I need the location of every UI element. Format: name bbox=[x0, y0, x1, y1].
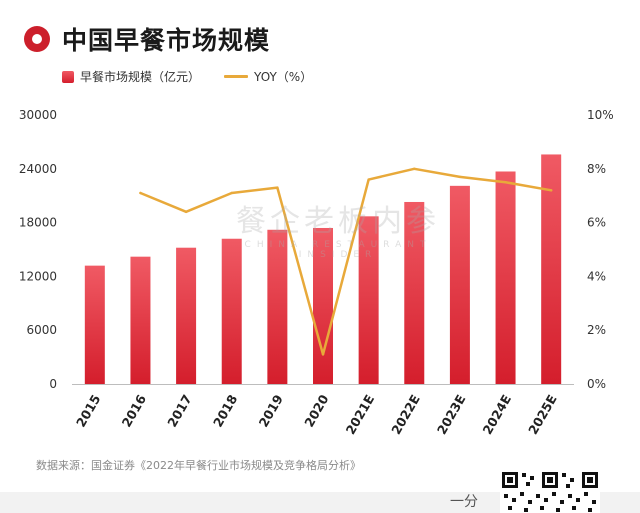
footer-bar: 一分 bbox=[0, 492, 640, 513]
y-left-tick-label: 6000 bbox=[26, 323, 57, 337]
y-right-tick-label: 2% bbox=[587, 323, 606, 337]
x-tick-label: 2018 bbox=[210, 392, 240, 430]
yoy-point bbox=[276, 186, 279, 189]
yoy-point bbox=[321, 353, 325, 356]
x-tick-label: 2021E bbox=[343, 392, 378, 437]
yoy-point bbox=[504, 181, 507, 184]
bar-2023E bbox=[449, 185, 470, 384]
bar-2019 bbox=[267, 229, 288, 384]
qr-code-icon bbox=[500, 470, 600, 513]
bar-2017 bbox=[176, 247, 197, 384]
yoy-point bbox=[413, 167, 416, 170]
y-right-tick-label: 8% bbox=[587, 162, 606, 176]
yoy-point bbox=[458, 175, 462, 179]
source-note: 数据来源：国金证券《2022年早餐行业市场规模及竞争格局分析》 bbox=[36, 459, 361, 472]
y-left-tick-label: 24000 bbox=[19, 162, 57, 176]
x-tick-label: 2019 bbox=[256, 392, 286, 430]
legend-item-bar: 早餐市场规模（亿元） bbox=[62, 68, 200, 85]
x-tick-label: 2015 bbox=[73, 392, 103, 430]
y-left-tick-label: 12000 bbox=[19, 269, 57, 283]
x-tick-label: 2023E bbox=[434, 392, 469, 437]
bar-2025E bbox=[541, 154, 562, 384]
x-tick-label: 2020 bbox=[301, 392, 332, 430]
y-left-tick-label: 0 bbox=[49, 377, 57, 391]
bar-2024E bbox=[495, 171, 516, 384]
x-tick-label: 2022E bbox=[388, 392, 423, 437]
bar-2020 bbox=[313, 227, 333, 384]
y-right-tick-label: 4% bbox=[587, 269, 606, 283]
x-tick-label: 2017 bbox=[164, 392, 194, 430]
legend-item-line: YOY（%） bbox=[224, 68, 312, 85]
x-tick-label: 2016 bbox=[119, 392, 150, 430]
y-left-tick-label: 18000 bbox=[19, 216, 57, 230]
bar-2021E bbox=[358, 216, 379, 384]
x-tick-label: 2024E bbox=[479, 392, 514, 437]
yoy-point bbox=[230, 191, 233, 195]
chart-header: 中国早餐市场规模 bbox=[24, 22, 270, 56]
x-tick-label: 2025E bbox=[525, 392, 560, 437]
yoy-point bbox=[367, 178, 370, 181]
legend-line-label: YOY（%） bbox=[254, 70, 313, 84]
legend-bar-label: 早餐市场规模（亿元） bbox=[80, 70, 201, 84]
bar-2022E bbox=[404, 201, 425, 384]
y-right-tick-label: 0% bbox=[587, 377, 606, 391]
legend-line-swatch bbox=[224, 75, 249, 78]
yoy-line bbox=[139, 167, 553, 356]
bar-2015 bbox=[84, 265, 105, 384]
y-left-tick-label: 30000 bbox=[19, 108, 57, 122]
circle-target-icon bbox=[24, 26, 50, 52]
y-right-tick-label: 10% bbox=[587, 108, 614, 122]
yoy-point bbox=[549, 189, 553, 192]
chart-legend: 早餐市场规模（亿元） YOY（%） bbox=[62, 68, 336, 85]
footer-text: 一分 bbox=[450, 494, 478, 510]
bar-2018 bbox=[221, 238, 242, 384]
yoy-point bbox=[184, 210, 188, 214]
yoy-point bbox=[139, 191, 142, 195]
bar-2016 bbox=[130, 256, 151, 384]
y-right-tick-label: 6% bbox=[587, 216, 606, 230]
chart-title: 中国早餐市场规模 bbox=[62, 26, 271, 55]
legend-bar-swatch bbox=[62, 70, 74, 83]
